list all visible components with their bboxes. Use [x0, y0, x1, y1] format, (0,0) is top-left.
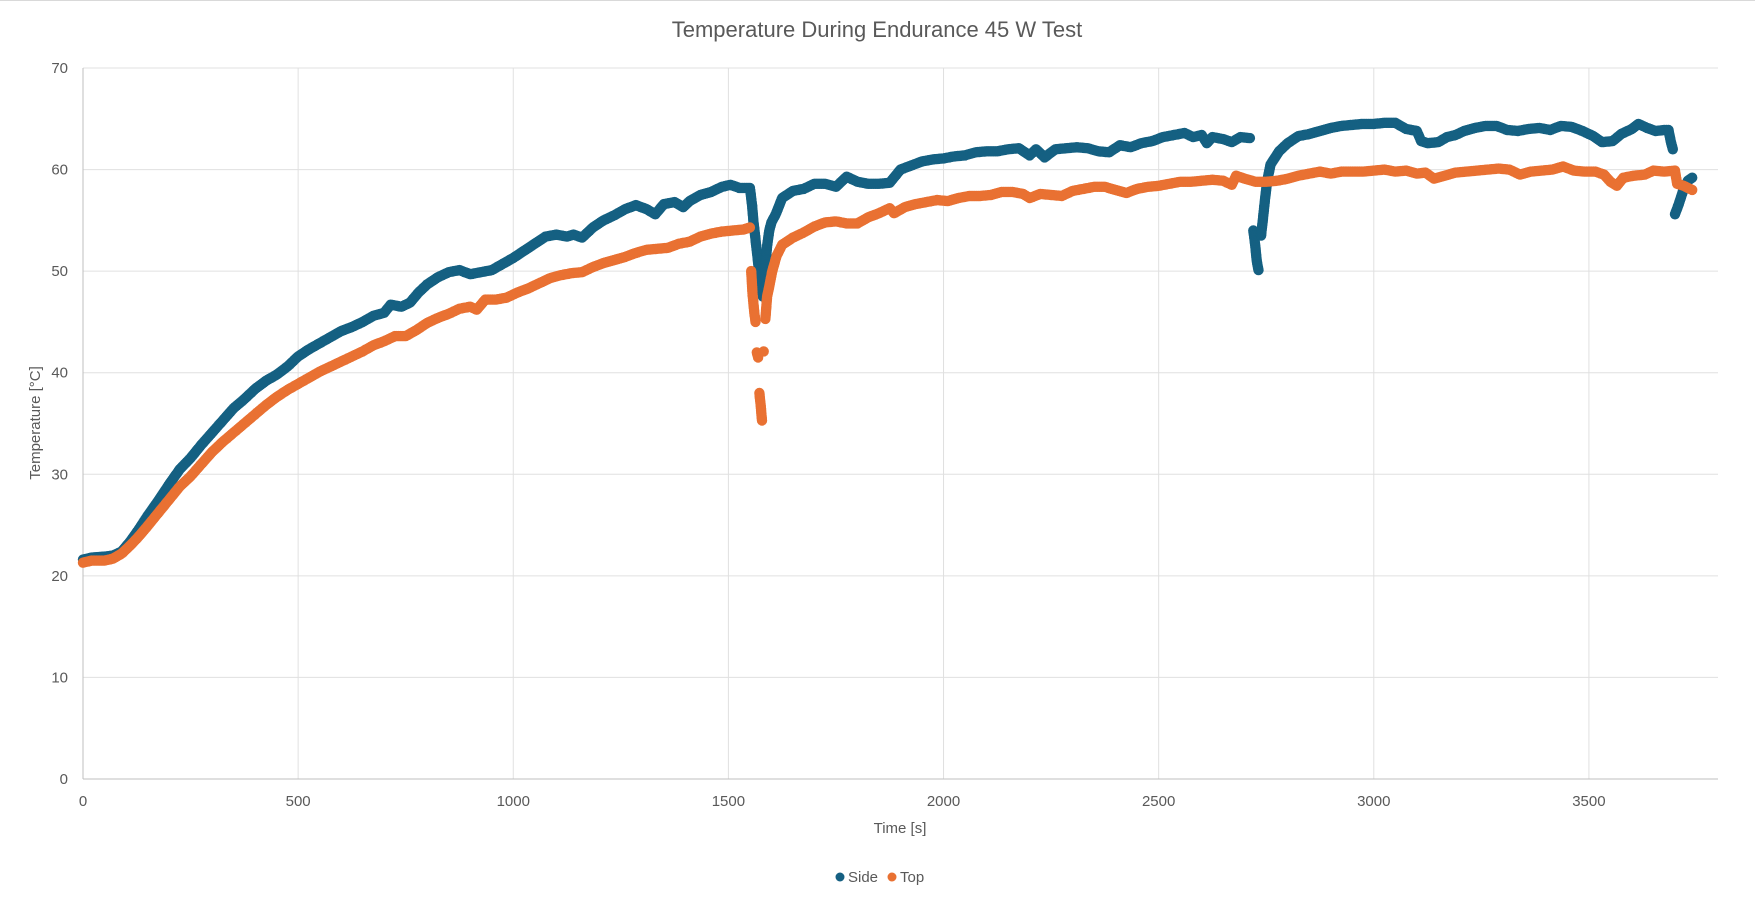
data-point	[756, 415, 768, 426]
x-tick-label: 1500	[712, 793, 745, 810]
data-point	[750, 316, 761, 328]
y-tick-label: 40	[51, 365, 68, 382]
y-tick-label: 0	[60, 771, 68, 788]
y-gridlines	[83, 67, 1718, 678]
x-tick-label: 3000	[1357, 793, 1390, 810]
legend: Side Top	[835, 869, 925, 886]
y-tick-labels: 0 10 20 30 40 50 60 70	[51, 60, 68, 788]
series-side	[77, 117, 1698, 565]
x-tick-label: 2000	[927, 793, 960, 810]
data-point	[744, 222, 756, 233]
legend-label-top: Top	[900, 869, 924, 886]
y-axis-title: Temperature [°C]	[27, 366, 44, 480]
data-point	[1687, 184, 1698, 196]
data-point	[1253, 264, 1264, 276]
legend-marker-top	[887, 872, 897, 882]
x-tick-label: 2500	[1142, 793, 1175, 810]
y-tick-label: 20	[51, 568, 68, 585]
chart-title: Temperature During Endurance 45 W Test	[672, 17, 1082, 42]
series-layer	[77, 117, 1698, 568]
x-tick-label: 0	[79, 793, 87, 810]
series-top	[77, 161, 1698, 568]
x-tick-label: 3500	[1572, 793, 1605, 810]
legend-marker-side	[835, 872, 845, 882]
x-tick-label: 500	[286, 793, 311, 810]
legend-label-side: Side	[848, 869, 878, 886]
y-tick-label: 30	[51, 466, 68, 483]
y-tick-label: 70	[51, 60, 68, 77]
y-tick-label: 50	[51, 263, 68, 280]
data-point	[1244, 132, 1256, 144]
y-tick-label: 60	[51, 162, 68, 179]
y-tick-label: 10	[51, 669, 68, 686]
legend-item-side[interactable]: Side	[835, 869, 879, 886]
x-gridlines	[297, 68, 1590, 779]
data-point	[1667, 144, 1679, 155]
x-tick-label: 1000	[497, 793, 530, 810]
legend-item-top[interactable]: Top	[887, 869, 925, 886]
data-point	[1687, 172, 1698, 183]
x-tick-labels: 0 500 1000 1500 2000 2500 3000 3500	[79, 793, 1606, 810]
data-point	[758, 346, 769, 357]
x-axis-title: Time [s]	[874, 820, 927, 837]
